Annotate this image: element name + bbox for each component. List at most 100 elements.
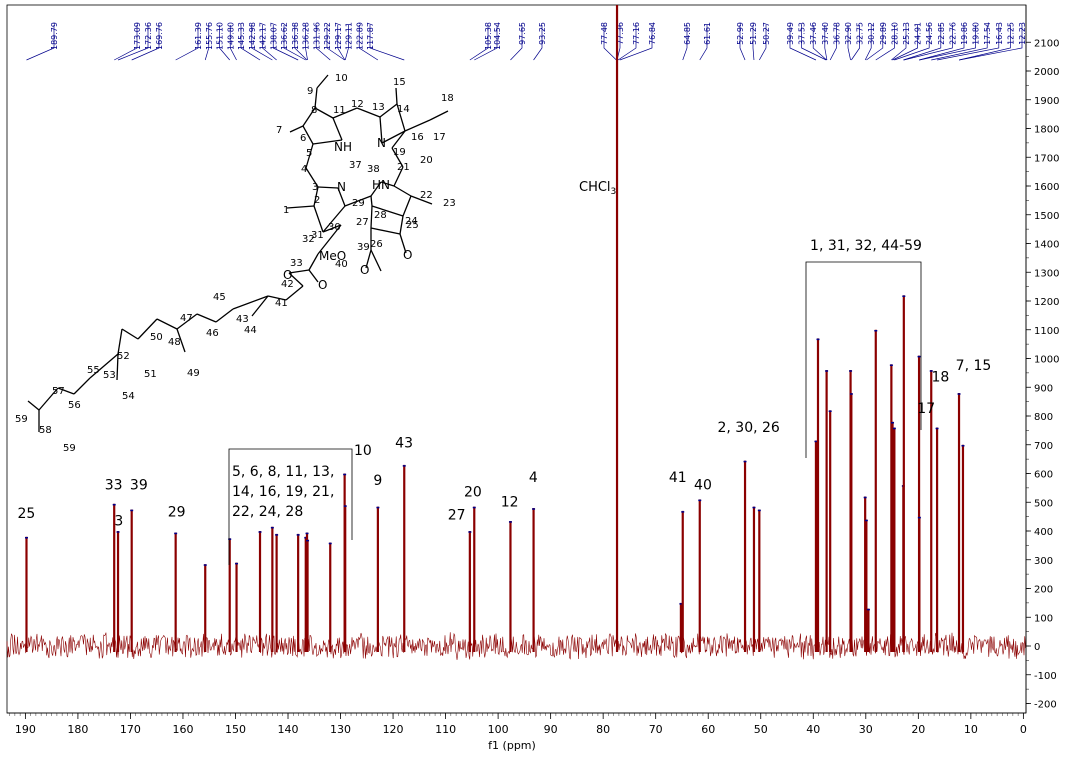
peak-label-leader [851,25,860,61]
structure-locant: 45 [213,292,226,303]
peak-shift-label: 93.25 [538,22,547,45]
peak-shift-label: 189.79 [50,22,59,50]
peak-shift-label: 37.53 [798,22,807,45]
peak-shift-label: 29.89 [879,22,888,45]
structure-locant: 27 [356,217,369,228]
structure-bond [267,295,287,301]
peak-label-leader [617,25,637,61]
peak-shift-label: 17.54 [983,22,992,45]
assignment-label: 4 [529,470,538,486]
x-axis: 190 180 170 160 150 140 130 120 110 100 90 80 70 60 50… [7,712,1027,736]
peak-shift-label: 30.12 [867,22,876,45]
peak-shift-label: 161.39 [194,22,203,50]
structure-bond [116,353,119,381]
y-tick-label: -100 [1034,671,1057,682]
peak-label-leader [603,25,617,61]
y-tick-label: 1800 [1034,125,1059,136]
x-tick-label: 0 [1020,723,1027,736]
structure-bond [308,253,319,271]
x-tick-label: 190 [15,723,36,736]
baseline-trace [6,632,1026,660]
y-tick-label: 1500 [1034,211,1059,222]
structure-locant: 24 [405,216,418,227]
structure-bond [379,116,383,144]
structure-bond [396,103,406,132]
structure-locant: 37 [349,160,362,171]
x-tick-label: 170 [120,723,141,736]
peak-label-leader [469,25,489,61]
peak-shift-label: 129.17 [334,22,343,50]
structure-locant: 16 [411,132,424,143]
structure-locant: 12 [351,99,364,110]
peak-label-leader [958,25,1011,61]
structure-bond [371,205,404,217]
peak-label-leader [219,25,230,61]
structure-locant: 29 [352,198,365,209]
structure-locant: 21 [397,162,410,173]
structure-locant: 42 [281,279,294,290]
x-tick-label: 90 [544,723,558,736]
y-tick-label: 0 [1034,642,1040,653]
peak-shift-label: 77.48 [600,22,609,45]
peak-label-leader [931,25,988,61]
assignment-label: 40 [694,477,712,493]
structure-atom-label: O [318,278,327,292]
structure-bond [215,308,234,323]
y-tick-label: 1100 [1034,326,1059,337]
structure-bond [332,107,358,119]
structure-bond [365,249,372,269]
peak-label-leader [272,25,299,61]
structure-bond [89,353,119,379]
peak-shift-label: 77.16 [632,22,641,45]
structure-bond [379,103,398,118]
structure-bond [117,328,123,355]
peak-shift-label: 32.75 [856,22,865,45]
x-tick-label: 60 [701,723,715,736]
peak-shift-label: 142.98 [248,22,257,50]
structure-bond [121,328,139,340]
structure-locant: 59 [15,414,28,425]
peak-shift-label: 50.27 [762,22,771,45]
structure-locant: 53 [103,370,116,381]
assignment-label: 39 [130,477,148,493]
bracket-left-label: 14, 16, 19, 21, [232,484,334,500]
x-tick-label: 110 [435,723,456,736]
structure-locant: 1 [283,205,289,216]
peak-label-leader [875,25,895,61]
y-tick-label: 200 [1034,585,1053,596]
peak-shift-label: 136.62 [280,22,289,50]
structure-locant: 2 [314,195,320,206]
assignment-label: 20 [464,485,482,501]
peak-label-leader [344,25,349,61]
peak-shift-label: 169.76 [155,22,164,50]
solvent-label: CHCl3 [579,180,616,197]
peak-label-leader [229,25,237,61]
peak-shift-label: 105.38 [484,22,493,50]
structure-bond [370,249,382,272]
peak-shift-label: 16.43 [995,22,1004,45]
assignment-label: 27 [448,508,466,524]
structure-locant: 56 [68,400,81,411]
peak-shift-label: 76.84 [648,22,657,45]
peak-label-leader [894,25,930,61]
structure-locant: 4 [301,164,307,175]
x-tick-label: 120 [383,723,404,736]
structure-locant: 17 [433,132,446,143]
structure-bond [381,130,406,144]
peak-shift-label: 138.07 [269,22,278,50]
structure-locant: 5 [306,148,312,159]
structure-locant: 9 [307,86,313,97]
y-tick-label: 2000 [1034,67,1059,78]
peak-label-leader [866,25,884,61]
structure-bond [316,74,329,89]
peak-label-leader [829,25,837,61]
structure-bond [314,107,334,119]
peak-label-leader [847,25,851,61]
peak-shift-label: 104.54 [493,22,502,50]
structure-bond [27,400,40,411]
peak-label-leader [824,25,828,61]
peak-shift-label: 131.96 [312,22,321,50]
peak-label-leader [801,25,827,61]
peak-label-leader [251,25,273,61]
